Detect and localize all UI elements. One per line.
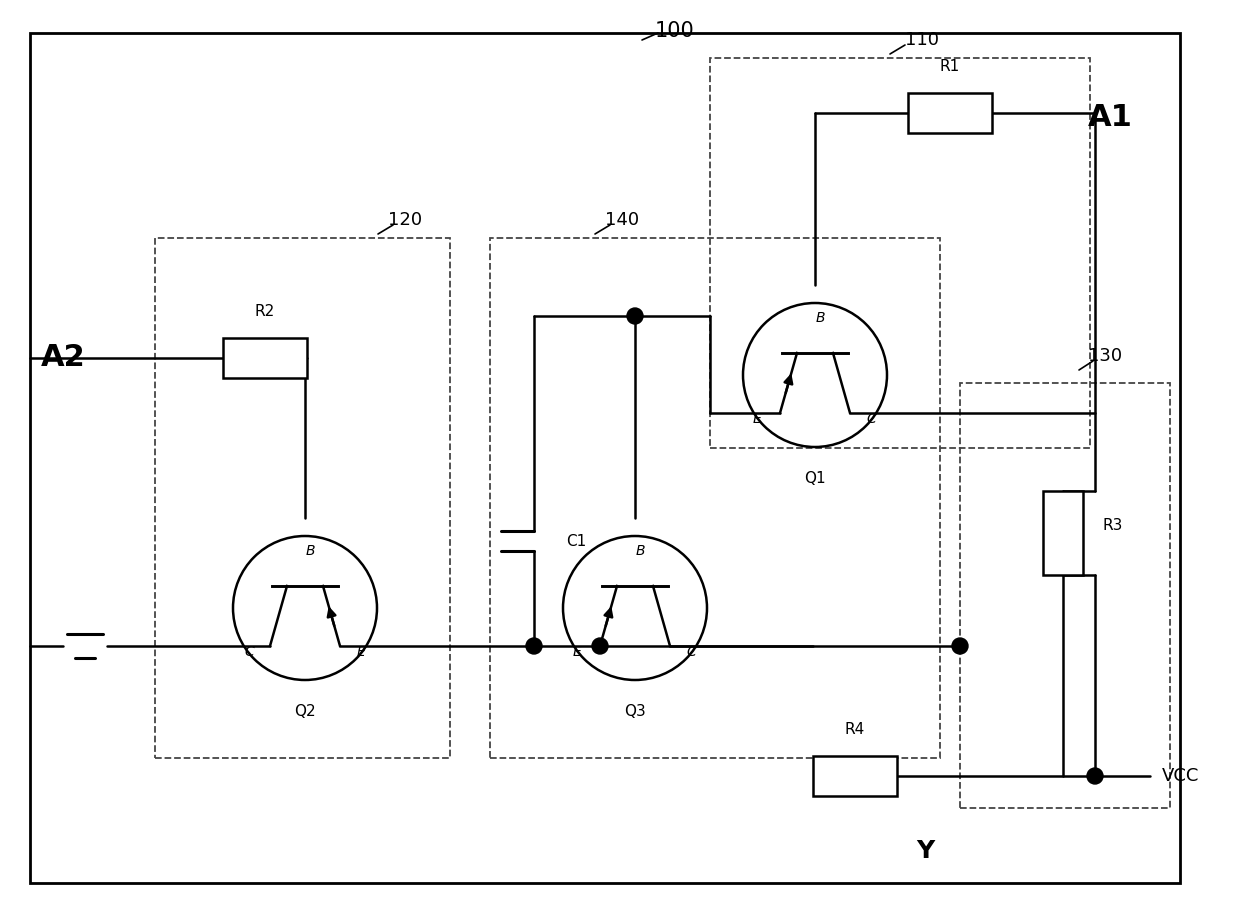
Text: C: C xyxy=(244,645,254,659)
Text: R1: R1 xyxy=(940,59,960,75)
Text: Q2: Q2 xyxy=(294,704,316,719)
Circle shape xyxy=(1087,768,1104,784)
Circle shape xyxy=(526,638,542,654)
FancyBboxPatch shape xyxy=(908,93,992,133)
FancyBboxPatch shape xyxy=(813,756,897,796)
Text: A2: A2 xyxy=(41,343,86,373)
Text: 110: 110 xyxy=(905,31,939,49)
Text: B: B xyxy=(635,544,645,558)
Text: B: B xyxy=(305,544,315,558)
Text: Y: Y xyxy=(916,839,934,863)
Text: E: E xyxy=(357,645,366,659)
Text: C: C xyxy=(686,645,696,659)
Text: R3: R3 xyxy=(1102,518,1123,532)
Text: 100: 100 xyxy=(655,21,694,41)
Circle shape xyxy=(952,638,968,654)
Text: 140: 140 xyxy=(605,211,639,229)
Text: E: E xyxy=(573,645,582,659)
FancyBboxPatch shape xyxy=(223,338,308,378)
Text: Q1: Q1 xyxy=(805,470,826,486)
Text: C: C xyxy=(866,412,875,426)
Circle shape xyxy=(591,638,608,654)
Text: Q3: Q3 xyxy=(624,704,646,719)
Text: B: B xyxy=(815,311,825,325)
Circle shape xyxy=(627,308,644,324)
Text: 120: 120 xyxy=(388,211,422,229)
Text: R2: R2 xyxy=(255,305,275,320)
Text: VCC: VCC xyxy=(1162,767,1199,785)
FancyBboxPatch shape xyxy=(30,33,1180,883)
Text: 130: 130 xyxy=(1087,347,1122,365)
Text: A1: A1 xyxy=(1087,103,1132,132)
Text: E: E xyxy=(753,412,761,426)
Text: R4: R4 xyxy=(844,722,866,738)
FancyBboxPatch shape xyxy=(1043,491,1083,575)
Text: C1: C1 xyxy=(565,533,587,549)
